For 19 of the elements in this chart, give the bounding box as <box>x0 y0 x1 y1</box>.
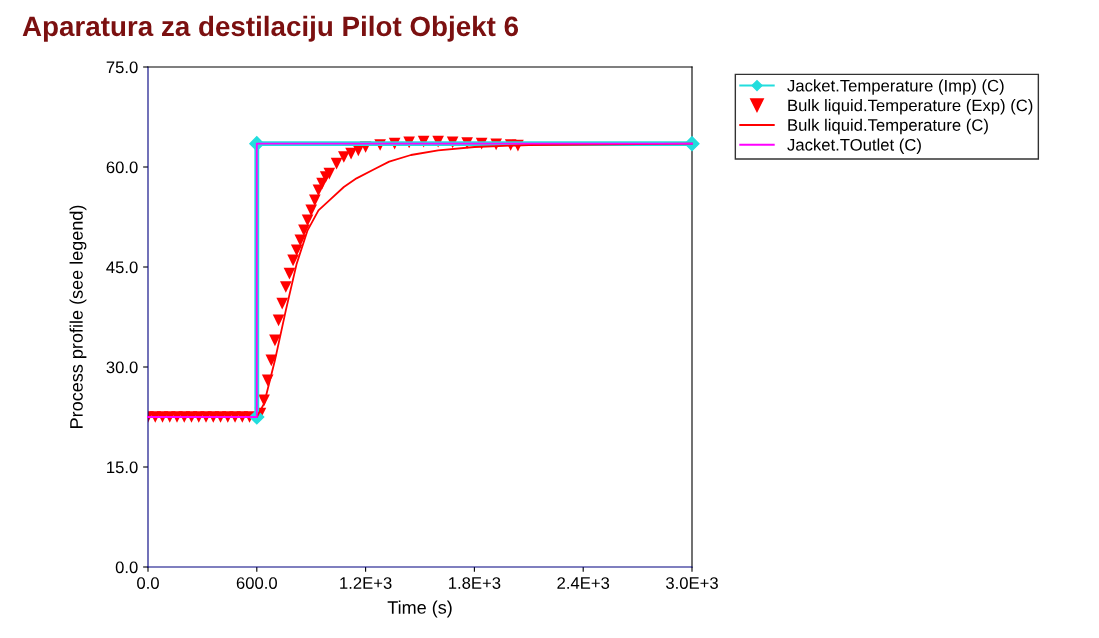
x-tick-label: 600.0 <box>236 577 277 589</box>
x-tick-label: 1.2E+3 <box>340 577 392 589</box>
x-axis-title: Time (s) <box>387 600 452 618</box>
chart-title: Aparatura za destilaciju Pilot Objekt 6 <box>22 15 519 42</box>
x-tick-label: 3.0E+3 <box>665 577 718 589</box>
y-tick-label: 45.0 <box>106 261 138 274</box>
y-tick-label: 15.0 <box>107 461 138 474</box>
legend-label: Bulk liquid.Temperature (C) <box>788 118 988 135</box>
y-tick-label: 0.0 <box>115 561 138 574</box>
y-tick-label: 60.0 <box>106 161 138 174</box>
x-tick-label: 0.0 <box>137 577 159 589</box>
x-tick-label: 1.8E+3 <box>449 577 501 589</box>
y-tick-label: 75.0 <box>106 61 138 74</box>
y-axis-title: Process profile (see legend) <box>69 205 87 428</box>
legend-label: Jacket.TOutlet (C) <box>787 138 921 154</box>
legend-label: Jacket.Temperature (Imp) (C) <box>787 79 1004 95</box>
x-tick-label: 2.4E+3 <box>557 577 610 589</box>
legend-label: Bulk liquid.Temperature (Exp) (C) <box>788 99 1033 115</box>
y-tick-label: 30.0 <box>106 361 138 374</box>
